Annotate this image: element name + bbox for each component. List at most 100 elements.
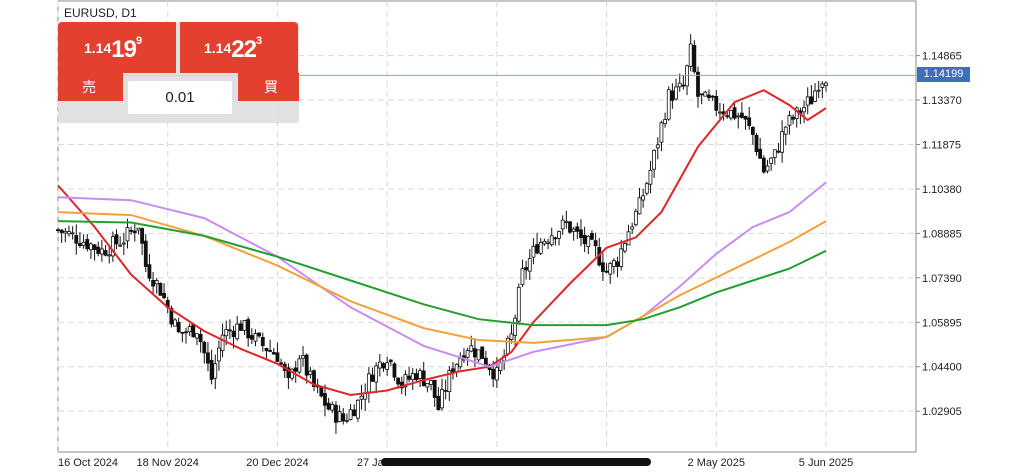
candle-up — [769, 157, 774, 164]
candle-up — [366, 373, 371, 393]
candle-up — [674, 86, 678, 100]
candle-down — [334, 404, 338, 423]
x-tick-label: 16 Oct 2024 — [58, 457, 118, 469]
candle-up — [644, 183, 649, 194]
candle-down — [381, 363, 386, 369]
buy-label[interactable]: 買 — [264, 79, 278, 95]
candle-up — [772, 149, 777, 158]
candle-down — [714, 95, 719, 111]
candle-down — [743, 115, 748, 120]
candle-down — [432, 379, 437, 398]
candle-down — [180, 331, 185, 334]
candle-up — [648, 169, 653, 185]
candle-up — [107, 254, 112, 257]
candle-up — [494, 367, 499, 381]
candle-down — [699, 93, 704, 96]
candle-up — [516, 286, 521, 322]
candle-down — [681, 84, 686, 87]
candle-up — [476, 349, 481, 361]
candle-up — [345, 419, 349, 422]
sell-button[interactable]: 1.14199 — [58, 22, 176, 73]
lot-size-input[interactable]: 0.01 — [128, 81, 232, 114]
candle-up — [418, 370, 422, 379]
candle-down — [593, 240, 598, 247]
candle-down — [725, 115, 730, 118]
candle-down — [85, 239, 90, 250]
candle-up — [630, 226, 635, 230]
candle-up — [425, 383, 430, 388]
candle-down — [326, 402, 331, 410]
candle-up — [718, 111, 722, 114]
candle-down — [227, 329, 232, 332]
chart-scrollbar[interactable] — [381, 458, 651, 466]
candle-down — [692, 45, 697, 73]
candle-down — [392, 363, 397, 378]
moving-average-line — [57, 211, 827, 344]
candle-up — [70, 232, 75, 235]
candle-down — [601, 262, 605, 272]
candle-up — [337, 411, 342, 423]
candle-up — [520, 268, 525, 285]
candle-down — [809, 96, 814, 105]
candle-up — [63, 230, 68, 234]
candle-up — [440, 389, 444, 409]
candle-down — [92, 244, 97, 250]
candle-up — [253, 333, 258, 342]
candle-down — [758, 148, 763, 159]
candle-down — [553, 237, 558, 240]
candle-down — [103, 250, 108, 256]
candle-up — [513, 317, 518, 336]
y-tick-label: 1.13370 — [922, 95, 962, 107]
candle-down — [590, 233, 594, 240]
candle-down — [791, 116, 795, 120]
candle-down — [257, 332, 262, 337]
moving-average-line — [57, 220, 827, 327]
candle-up — [301, 355, 305, 359]
candle-up — [787, 115, 792, 126]
candle-up — [813, 90, 817, 102]
candle-up — [454, 363, 459, 373]
candle-down — [206, 352, 210, 364]
candle-down — [74, 235, 79, 244]
candle-down — [158, 282, 163, 296]
candle-down — [582, 234, 587, 245]
candle-down — [443, 389, 448, 392]
candle-up — [549, 235, 554, 245]
candle-down — [264, 348, 269, 352]
candle-down — [246, 319, 251, 339]
candle-down — [260, 336, 265, 346]
candle-up — [652, 149, 657, 170]
candle-down — [169, 307, 174, 325]
candle-down — [198, 334, 203, 343]
candle-up — [403, 374, 408, 388]
candle-down — [209, 359, 214, 380]
candle-down — [524, 267, 529, 271]
candle-up — [824, 82, 828, 86]
candle-down — [396, 377, 401, 385]
candle-down — [176, 321, 181, 333]
candle-down — [78, 243, 82, 247]
candle-down — [747, 117, 752, 127]
candle-up — [546, 241, 550, 244]
candle-down — [710, 95, 715, 98]
candle-up — [659, 122, 664, 143]
candle-down — [754, 134, 759, 153]
candle-down — [388, 359, 393, 363]
candle-up — [703, 91, 708, 97]
candle-down — [129, 229, 134, 232]
candle-up — [195, 333, 199, 339]
buy-button[interactable]: 1.14223 — [180, 22, 298, 73]
candle-down — [268, 350, 273, 352]
candle-down — [132, 230, 137, 234]
candle-up — [688, 43, 693, 67]
candle-down — [304, 354, 309, 376]
candle-up — [571, 228, 576, 232]
sell-label-bg — [58, 73, 123, 101]
y-tick-label: 1.08885 — [922, 228, 962, 240]
candle-down — [421, 370, 426, 387]
sell-label[interactable]: 売 — [82, 79, 96, 95]
candle-down — [575, 226, 580, 232]
candle-down — [143, 240, 148, 267]
